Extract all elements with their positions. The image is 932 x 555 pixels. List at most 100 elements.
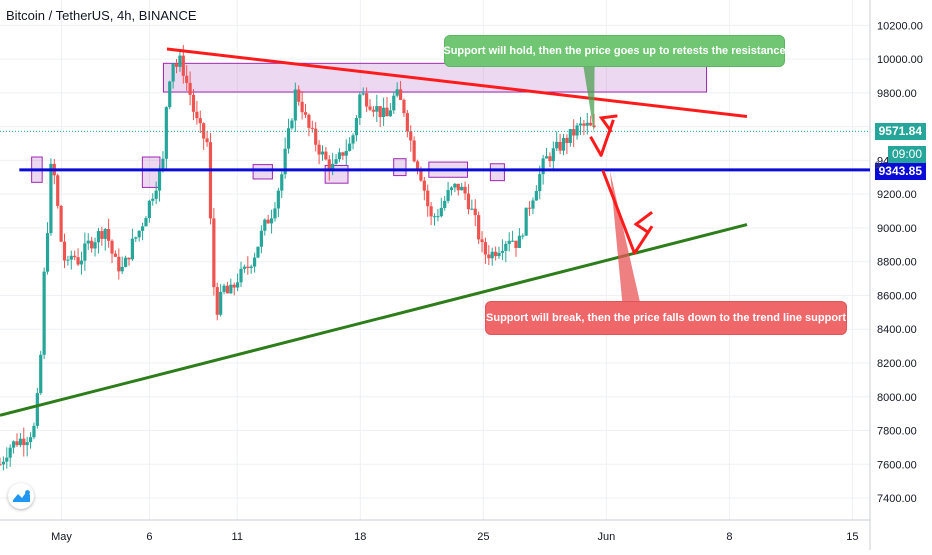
candle-body (76, 257, 80, 265)
candle-body (429, 206, 433, 217)
callout-red-pointer (609, 170, 640, 301)
candle-body (259, 230, 263, 247)
candle-body (490, 251, 494, 259)
x-tick-label: 25 (477, 531, 489, 543)
candle-body (11, 441, 16, 448)
candle-body (368, 106, 372, 110)
arrow-head (598, 114, 618, 133)
candle-body (205, 138, 209, 143)
candle-body (137, 230, 141, 238)
candle-body (83, 243, 87, 261)
candle-body (320, 151, 325, 155)
candle-body (35, 393, 39, 426)
level-marker: 9 (875, 160, 881, 170)
candle-body (273, 208, 277, 219)
candle-body (405, 113, 409, 132)
candle-body (107, 229, 111, 241)
candle-body (375, 106, 379, 112)
candle-body (157, 169, 162, 191)
candle-body (66, 259, 70, 261)
candle-body (578, 123, 583, 126)
candle-body (62, 241, 67, 261)
candle-body (297, 89, 301, 102)
candle-body (521, 235, 525, 237)
candle-body (334, 159, 338, 164)
candle-body (585, 122, 589, 126)
candle-body (174, 63, 179, 67)
candle-body (500, 250, 505, 253)
candle-body (436, 216, 440, 218)
candle-body (178, 55, 182, 67)
candle-body (103, 229, 107, 239)
candle-body (415, 161, 420, 171)
candle-body (314, 128, 318, 145)
candle-body (229, 284, 233, 294)
candle-body (483, 242, 488, 255)
candle-body (317, 144, 321, 155)
candle-body (538, 174, 542, 192)
candle-body (351, 135, 355, 144)
candle-body (517, 235, 521, 248)
last-price-label: 9571.84 (874, 123, 926, 140)
candle-body (39, 354, 43, 394)
logo-icon (13, 490, 30, 502)
candle-body (582, 123, 586, 126)
candle-body (263, 219, 267, 231)
support-zone (141, 156, 161, 188)
callout-green-pointer (583, 67, 595, 134)
candle-body (551, 148, 555, 162)
candle-body (185, 75, 189, 83)
candle-body (327, 159, 331, 170)
candle-body (432, 216, 437, 218)
candle-body (365, 93, 369, 107)
candle-body (565, 137, 569, 144)
candle-body (151, 198, 155, 201)
candle-body (280, 174, 284, 191)
candle-body (283, 148, 287, 175)
candle-body (208, 142, 213, 219)
y-tick-label: 8800.00 (877, 257, 917, 269)
y-tick-label: 7800.00 (877, 426, 917, 438)
candle-body (144, 217, 148, 227)
candle-body (232, 284, 236, 288)
candle-body (198, 118, 202, 124)
candle-body (127, 257, 131, 260)
y-tick-label: 10200.00 (877, 20, 923, 32)
tradingview-logo[interactable] (8, 483, 34, 509)
candle-body (219, 291, 223, 315)
candle-body (419, 170, 423, 181)
support-zone (489, 163, 505, 182)
candle-body (300, 101, 304, 113)
candle-body (42, 271, 46, 355)
candle-body (449, 187, 454, 191)
candle-body (0, 464, 2, 466)
support-zone (393, 158, 407, 177)
candle-body (402, 99, 406, 114)
candle-body (544, 156, 549, 159)
candle-body (371, 109, 376, 112)
candle-body (541, 158, 545, 175)
candle-body (120, 266, 124, 272)
candle-body (242, 266, 247, 269)
candle-body (69, 255, 73, 260)
callout-green: Support will hold, then the price goes u… (443, 35, 786, 67)
candle-body (572, 129, 576, 136)
candle-body (358, 94, 362, 119)
candle-body (236, 282, 240, 288)
candle-body (239, 268, 243, 283)
candle-body (168, 81, 172, 108)
candle-body (534, 191, 538, 201)
candle-body (395, 89, 399, 96)
y-tick-label: 8600.00 (877, 290, 917, 302)
candle-body (568, 129, 572, 144)
candle-body (8, 447, 12, 458)
candle-body (337, 152, 342, 160)
candle-body (456, 183, 460, 191)
candle-body (507, 240, 511, 244)
candle-body (86, 240, 90, 244)
chart-title: Bitcoin / TetherUS, 4h, BINANCE (6, 8, 197, 23)
candle-body (561, 137, 566, 151)
candle-body (504, 243, 508, 251)
